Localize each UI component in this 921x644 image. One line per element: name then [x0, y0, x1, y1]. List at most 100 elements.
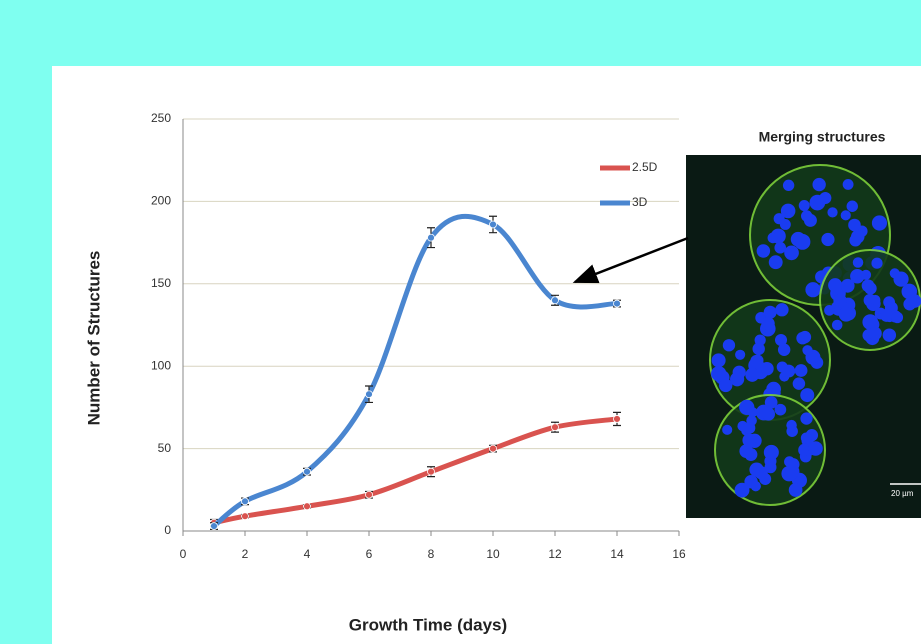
nucleus [762, 408, 775, 421]
nucleus [764, 445, 779, 460]
point [552, 297, 559, 304]
x-axis-title: Growth Time (days) [349, 615, 507, 634]
nucleus [853, 257, 864, 268]
y-tick-label: 0 [164, 523, 171, 537]
nucleus [908, 294, 921, 308]
nucleus [802, 345, 812, 355]
nucleus [810, 195, 826, 211]
nucleus [778, 344, 790, 356]
nucleus [719, 379, 732, 392]
nucleus [839, 307, 854, 322]
nucleus [745, 368, 759, 382]
nucleus [764, 306, 777, 319]
point [304, 468, 311, 475]
x-tick-label: 0 [180, 547, 187, 561]
x-tick-label: 2 [242, 547, 249, 561]
nucleus [827, 207, 837, 217]
nucleus [828, 278, 842, 292]
nucleus [761, 317, 774, 330]
nucleus [890, 268, 900, 278]
nucleus [832, 320, 843, 331]
nucleus [801, 432, 812, 443]
nucleus [775, 303, 788, 316]
nucleus [760, 363, 770, 373]
nucleus [800, 388, 814, 402]
nucleus [870, 295, 880, 305]
nucleus [800, 412, 812, 424]
nucleus [791, 232, 806, 247]
nucleus [848, 219, 861, 232]
nucleus [744, 422, 756, 434]
point [304, 503, 311, 510]
x-tick-label: 16 [672, 547, 686, 561]
point [614, 415, 621, 422]
nucleus [722, 425, 732, 435]
nucleus [813, 178, 826, 191]
point [366, 491, 373, 498]
point [428, 234, 435, 241]
image-title: Merging structures [759, 129, 886, 145]
nucleus [841, 279, 855, 293]
y-tick-label: 50 [158, 441, 172, 455]
series-line [214, 419, 617, 523]
nucleus [861, 270, 871, 280]
nucleus [841, 210, 851, 220]
point [366, 391, 373, 398]
nucleus [744, 448, 757, 461]
nucleus [872, 215, 887, 230]
legend-label: 3D [632, 195, 648, 209]
micrograph [686, 155, 921, 518]
y-axis-title: Number of Structures [84, 251, 103, 426]
x-tick-label: 8 [428, 547, 435, 561]
nucleus [765, 396, 778, 409]
nucleus [783, 180, 794, 191]
nucleus [784, 246, 799, 261]
point [490, 221, 497, 228]
nucleus [757, 244, 771, 258]
nucleus [723, 339, 735, 351]
point [428, 468, 435, 475]
nucleus [712, 353, 726, 367]
point [242, 498, 249, 505]
nucleus [782, 365, 795, 378]
nucleus [771, 229, 786, 244]
nucleus [851, 230, 865, 244]
point [242, 513, 249, 520]
nucleus [824, 305, 835, 316]
y-tick-label: 200 [151, 194, 171, 208]
nucleus [769, 255, 783, 269]
chart: Growth Time (days) Number of Structures … [0, 0, 921, 644]
x-tick-label: 10 [486, 547, 500, 561]
nucleus [735, 350, 745, 360]
x-tick-label: 12 [548, 547, 562, 561]
y-tick-label: 150 [151, 276, 171, 290]
nucleus [789, 483, 803, 497]
scale-bar-label: 20 µm [891, 489, 914, 498]
nucleus [805, 282, 820, 297]
y-tick-label: 100 [151, 358, 171, 372]
page: {"chart_data": {"type": "line", "x": [1,… [0, 0, 921, 644]
nucleus [864, 282, 876, 294]
y-tick-label: 250 [151, 111, 171, 125]
nucleus [781, 204, 796, 219]
point [490, 445, 497, 452]
point [614, 300, 621, 307]
nucleus [883, 328, 896, 341]
nucleus [755, 335, 766, 346]
nucleus [780, 219, 791, 230]
nucleus [751, 481, 761, 491]
nucleus [833, 294, 846, 307]
nucleus [748, 407, 758, 417]
x-tick-label: 4 [304, 547, 311, 561]
nucleus [795, 364, 808, 377]
x-tick-label: 14 [610, 547, 624, 561]
legend-label: 2.5D [632, 160, 658, 174]
nucleus [735, 483, 750, 498]
nucleus [799, 200, 810, 211]
nucleus [793, 377, 805, 389]
nucleus [871, 258, 882, 269]
nucleus [821, 233, 834, 246]
nucleus [843, 179, 854, 190]
nucleus [742, 434, 756, 448]
x-tick-label: 6 [366, 547, 373, 561]
